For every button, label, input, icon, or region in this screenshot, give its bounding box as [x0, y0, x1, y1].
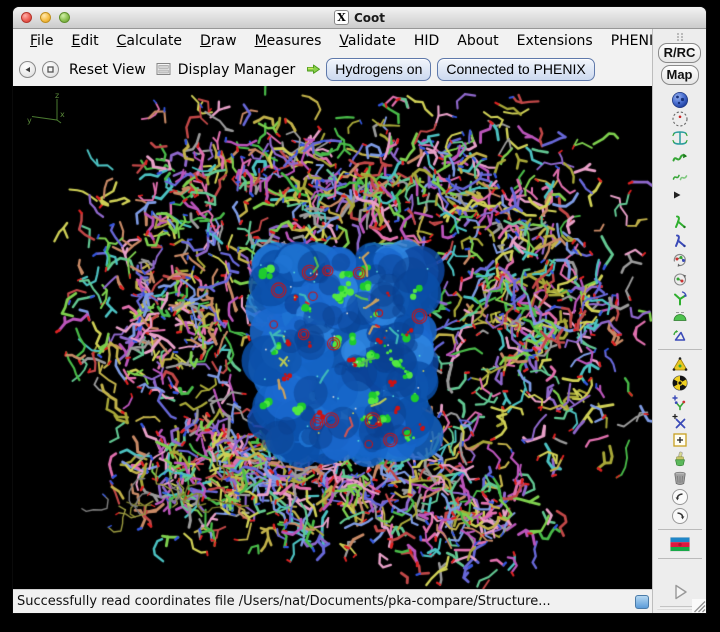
menu-phenix[interactable]: PHENIX [610, 33, 663, 49]
place-atom-pointer-icon[interactable] [669, 430, 691, 449]
menu-extensions[interactable]: Extensions [516, 33, 593, 49]
stop-view-button[interactable] [42, 61, 59, 78]
redo-icon[interactable] [669, 506, 691, 525]
menu-edit[interactable]: Edit [71, 33, 99, 49]
torsion-general-icon[interactable] [669, 288, 691, 307]
recentre-icon[interactable] [669, 109, 691, 128]
menu-file[interactable]: File [30, 33, 54, 49]
map-sphere-icon[interactable] [669, 90, 691, 109]
add-terminal-residue-icon[interactable] [669, 392, 691, 411]
canvas-area: z y x [13, 86, 652, 589]
add-alt-conf-icon[interactable] [669, 411, 691, 430]
panel-separator [657, 529, 702, 530]
hydrogens-toggle-button[interactable]: Hydrogens on [326, 58, 432, 81]
x11-icon: X [333, 10, 349, 25]
axes-widget: z y x [27, 91, 65, 125]
clear-pending-picks-icon[interactable] [669, 449, 691, 468]
delete-item-icon[interactable] [669, 468, 691, 487]
stop-square-icon [47, 66, 54, 73]
status-message: Successfully read coordinates file /User… [17, 594, 551, 609]
close-button[interactable] [21, 12, 32, 23]
regularize-zone-icon[interactable] [669, 166, 691, 185]
rotate-translate-sphere-icon[interactable] [669, 269, 691, 288]
minimize-button[interactable] [40, 12, 51, 23]
menubar: File Edit Calculate Draw Measures Validate HID… [13, 29, 663, 53]
molecular-viewport[interactable] [13, 86, 652, 589]
rotate-translate-zone-icon[interactable] [669, 250, 691, 269]
reset-view-button[interactable]: Reset View [69, 61, 146, 78]
flip-peptide-icon[interactable] [669, 307, 691, 326]
menu-measures[interactable]: Measures [254, 33, 322, 49]
titlebar: X Coot [13, 7, 706, 29]
fix-atoms-icon[interactable] [669, 128, 691, 147]
rigid-body-fit-icon[interactable] [669, 326, 691, 345]
display-manager-button[interactable]: Display Manager [177, 61, 296, 78]
phenix-connection-button[interactable]: Connected to PHENIX [437, 58, 595, 81]
display-manager-icon [156, 63, 171, 75]
axis-y-label: y [27, 116, 32, 125]
menu-draw[interactable]: Draw [199, 33, 237, 49]
axis-z-label: z [55, 91, 59, 100]
coot-window: X Coot File Edit Calculate Draw Measures Vali… [13, 7, 706, 613]
window-title: Coot [353, 10, 386, 25]
mutate-auto-fit-icon[interactable] [669, 354, 691, 373]
axis-x-label: x [60, 110, 65, 119]
side-panel: R/RC Map [652, 29, 706, 613]
menu-validate[interactable]: Validate [339, 33, 396, 49]
map-button[interactable]: Map [660, 65, 699, 85]
status-scrollbar-thumb[interactable] [635, 594, 649, 609]
panel-bottom-group [653, 580, 706, 613]
menu-about[interactable]: About [457, 33, 499, 49]
panel-gripline [656, 608, 703, 610]
ligand-flag-icon[interactable] [669, 534, 691, 554]
back-view-button[interactable] [19, 61, 36, 78]
panel-separator [657, 349, 702, 350]
panel-hline [659, 606, 700, 607]
panel-separator [657, 558, 702, 559]
toolbar: Reset View Display Manager Hydrogens on … [13, 53, 652, 86]
statusbar: Successfully read coordinates file /User… [13, 589, 652, 613]
resize-grip[interactable] [692, 599, 706, 613]
menu-calculate[interactable]: Calculate [116, 33, 182, 49]
toolbar-overflow-icon[interactable] [667, 185, 693, 204]
rrc-button[interactable]: R/RC [657, 43, 702, 63]
run-script-icon[interactable] [669, 580, 691, 604]
simple-mutate-icon[interactable] [669, 373, 691, 392]
menu-hid[interactable]: HID [413, 33, 440, 49]
edit-chi-angles-icon[interactable] [669, 231, 691, 250]
real-space-refine-icon[interactable] [669, 147, 691, 166]
window-title-group: X Coot [333, 10, 386, 25]
zoom-button[interactable] [59, 12, 70, 23]
undo-icon[interactable] [669, 487, 691, 506]
window-controls [21, 12, 70, 23]
toolbar-grip-icon[interactable] [675, 32, 685, 41]
back-arrow-icon [25, 67, 30, 73]
hydrogens-arrow-icon [307, 64, 321, 74]
auto-fit-rotamer-icon[interactable] [669, 212, 691, 231]
